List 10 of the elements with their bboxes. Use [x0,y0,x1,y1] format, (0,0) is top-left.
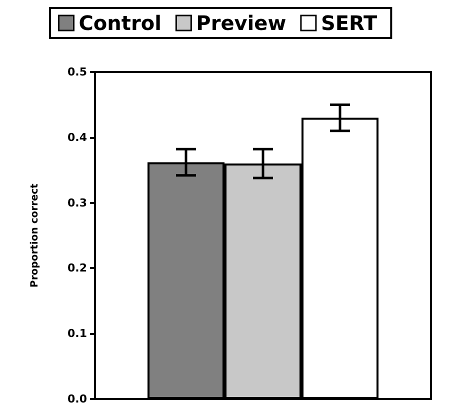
y-tick-label: 0.3 [68,196,87,210]
y-tick-label: 0.1 [68,327,87,340]
y-tick-label: 0.0 [68,392,88,406]
y-tick-label: 0.5 [68,66,87,78]
y-tick-label: 0.4 [68,130,88,144]
legend-label: Control [78,11,162,35]
y-axis-title: Proportion correct [30,183,40,288]
legend-label: SERT [320,11,378,35]
legend-label: Preview [196,11,286,35]
y-tick-label: 0.2 [68,262,87,275]
